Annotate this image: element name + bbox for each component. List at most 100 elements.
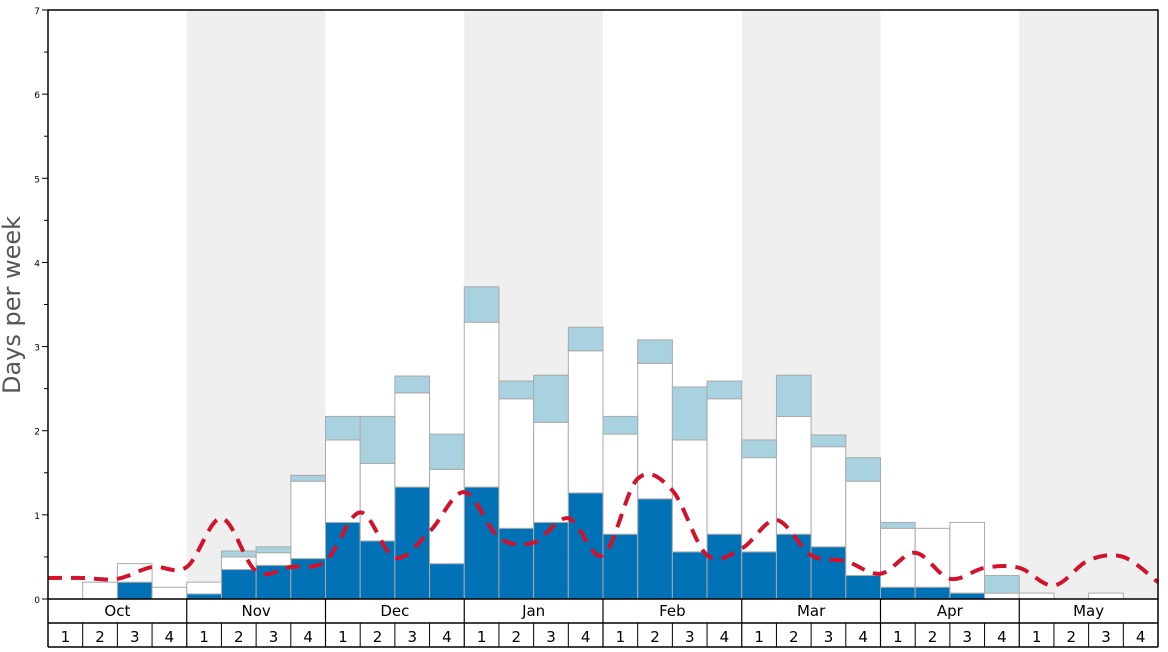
average-line (47, 472, 1160, 588)
bar-dark (706, 533, 743, 600)
bar-light (359, 415, 396, 465)
month-label: Apr (937, 602, 964, 620)
bar-white (637, 362, 673, 500)
bar-white (359, 463, 396, 542)
y-axis-label: Days per week (0, 216, 26, 394)
y-tick-label: 1 (34, 512, 40, 522)
week-label: 4 (442, 628, 452, 646)
average-line-layer (47, 472, 1160, 588)
bar-white (914, 527, 951, 588)
bar-dark (880, 586, 916, 600)
week-label: 3 (269, 628, 279, 646)
bar-white (394, 392, 431, 488)
week-label: 2 (789, 628, 799, 646)
bar-white (741, 457, 777, 553)
week-label: 3 (962, 628, 972, 646)
bar-white (325, 439, 361, 523)
week-label: 2 (373, 628, 383, 646)
bar-white (1018, 592, 1055, 600)
bar-light (394, 375, 431, 394)
week-label: 1 (616, 628, 626, 646)
bar-white (533, 421, 569, 523)
bar-dark (845, 574, 881, 600)
week-label: 4 (720, 628, 730, 646)
week-label: 1 (338, 628, 348, 646)
month-label: Oct (104, 602, 130, 620)
bar-dark (394, 486, 431, 600)
bar-light (775, 374, 812, 417)
week-label: 4 (165, 628, 175, 646)
bar-dark (810, 546, 847, 600)
y-tick-label: 3 (34, 344, 40, 354)
y-tick-label: 7 (34, 7, 40, 17)
week-label: 3 (1101, 628, 1111, 646)
bar-dark (775, 533, 812, 600)
bar-white (775, 415, 812, 535)
bar-white (706, 398, 743, 535)
bar-dark (186, 593, 222, 600)
bar-white (151, 586, 188, 600)
week-label: 4 (581, 628, 591, 646)
bar-white (255, 552, 292, 566)
y-tick-label: 2 (34, 428, 40, 438)
week-label: 4 (997, 628, 1007, 646)
month-label: Mar (797, 602, 826, 620)
week-label: 3 (130, 628, 140, 646)
bar-dark (567, 492, 604, 600)
y-tick-label: 5 (34, 175, 40, 185)
week-label: 2 (234, 628, 244, 646)
week-label: 2 (95, 628, 105, 646)
y-tick-label: 4 (34, 259, 40, 269)
y-tick-label: 6 (34, 91, 40, 101)
bar-white (186, 581, 222, 595)
week-label: 1 (893, 628, 903, 646)
week-label: 3 (546, 628, 556, 646)
week-label: 2 (1067, 628, 1077, 646)
bar-white (82, 581, 118, 600)
week-label: 4 (1136, 628, 1146, 646)
bar-dark (914, 586, 951, 600)
week-label: 4 (303, 628, 313, 646)
bar-light (880, 521, 916, 529)
month-label: Dec (380, 602, 409, 620)
bar-dark (116, 581, 153, 600)
bars (82, 286, 1124, 600)
bar-white (949, 521, 986, 594)
month-bands (186, 10, 1158, 599)
bar-dark (637, 498, 673, 600)
bar-dark (741, 551, 777, 600)
week-label: 1 (477, 628, 487, 646)
week-label: 2 (650, 628, 660, 646)
bar-light (602, 415, 639, 435)
bar-light (810, 434, 847, 448)
week-label: 1 (754, 628, 764, 646)
month-label: Feb (659, 602, 686, 620)
bar-white (463, 321, 500, 488)
y-tick-label: 0 (34, 596, 40, 606)
bar-white (845, 480, 881, 576)
week-label: 4 (858, 628, 868, 646)
bar-light (706, 380, 743, 400)
bar-light (325, 415, 361, 441)
bar-white (498, 398, 535, 529)
bar-white (567, 350, 604, 494)
bar-light (498, 380, 535, 400)
month-label: May (1073, 602, 1104, 620)
bar-white (1088, 592, 1124, 600)
bar-light (533, 374, 569, 423)
bar-white (810, 446, 847, 548)
bar-dark (533, 521, 569, 600)
bar-light (984, 574, 1020, 594)
week-label: 1 (61, 628, 71, 646)
bar-light (429, 433, 465, 470)
bar-dark (429, 563, 465, 600)
month-label: Jan (521, 602, 545, 620)
axes: 0 1 2 3 4 5 6 7 Oct Nov Dec Jan Feb Mar Apr May 1 2 3 4 1 2 3 4… (34, 7, 1159, 648)
bar-dark (463, 486, 500, 600)
bar-dark (220, 569, 257, 600)
bar-light (290, 474, 326, 482)
bar-light (637, 339, 673, 364)
bar-light (220, 550, 257, 558)
month-band-shade (1019, 10, 1158, 599)
